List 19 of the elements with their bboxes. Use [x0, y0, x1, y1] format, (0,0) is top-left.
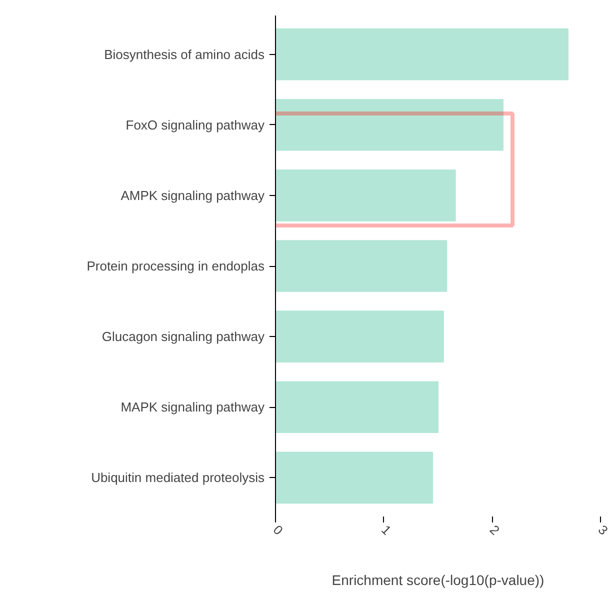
x-axis-title: Enrichment score(-log10(p-value)) [332, 572, 544, 588]
bar [276, 310, 444, 362]
x-tick-label: 2 [486, 522, 503, 538]
y-tick-label: MAPK signaling pathway [120, 400, 265, 415]
bar [276, 381, 438, 434]
x-tick-label: 0 [270, 522, 286, 538]
y-tick-label: FoxO signaling pathway [126, 117, 265, 132]
bar [276, 170, 456, 222]
y-tick-label: Biosynthesis of amino acids [104, 46, 265, 62]
bar [276, 28, 568, 80]
bar [276, 240, 448, 292]
y-tick-label: Protein processing in endoplas [86, 258, 265, 274]
y-tick-label: Glucagon signaling pathway [102, 329, 265, 344]
x-tick-label: 3 [595, 522, 610, 538]
x-tick-label: 1 [378, 522, 394, 538]
y-tick-label: Ubiquitin mediated proteolysis [91, 470, 265, 486]
bar [276, 98, 504, 151]
bar [276, 452, 434, 504]
y-tick-label: AMPK signaling pathway [120, 188, 265, 203]
